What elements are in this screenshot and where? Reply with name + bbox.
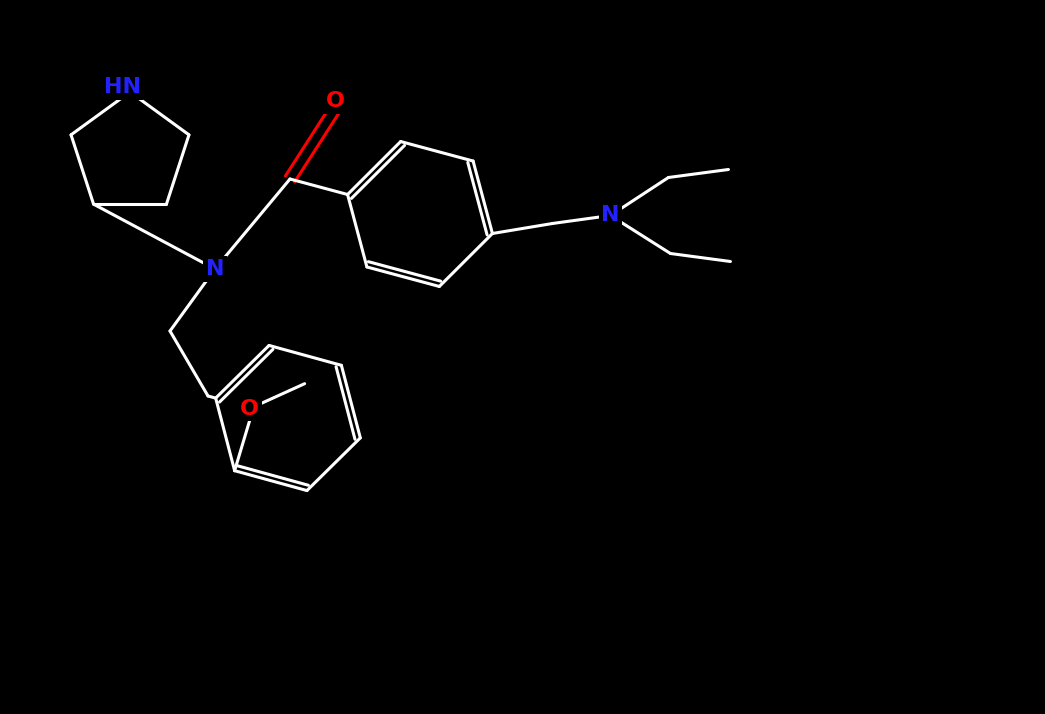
Text: O: O [325,91,345,111]
Text: HN: HN [103,77,140,97]
Text: N: N [206,259,225,279]
Text: N: N [601,206,620,226]
Text: O: O [240,398,259,418]
